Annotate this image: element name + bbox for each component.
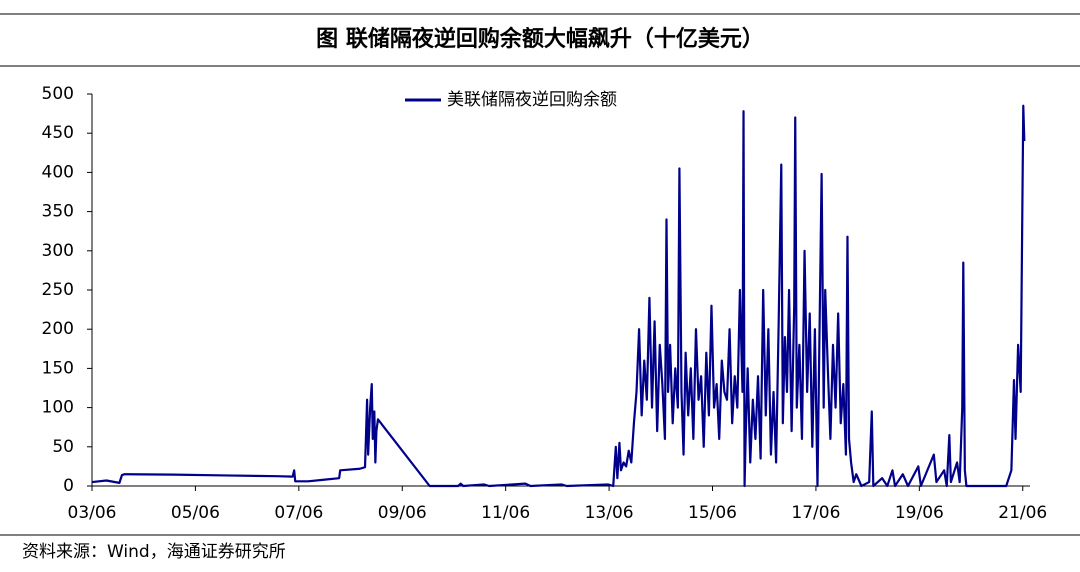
y-tick-label: 200 [42,319,74,339]
y-tick-label: 450 [42,123,74,143]
source-note: 资料来源：Wind，海通证券研究所 [22,542,286,562]
y-tick-label: 100 [42,398,74,418]
y-tick-label: 400 [42,162,74,182]
legend-label: 美联储隔夜逆回购余额 [447,90,617,110]
x-tick-label: 21/06 [998,503,1047,523]
x-tick-label: 19/06 [895,503,944,523]
chart-title: 图 联储隔夜逆回购余额大幅飙升（十亿美元） [316,26,764,52]
y-tick-label: 500 [42,84,74,104]
x-tick-label: 03/06 [68,503,117,523]
y-tick-label: 300 [42,241,74,261]
y-tick-label: 150 [42,358,74,378]
y-tick-label: 250 [42,280,74,300]
y-tick-label: 50 [52,437,74,457]
x-tick-label: 07/06 [274,503,323,523]
data-line [91,104,1026,488]
x-tick-label: 05/06 [171,503,220,523]
x-tick-label: 11/06 [481,503,530,523]
x-tick-label: 15/06 [688,503,737,523]
x-tick-label: 09/06 [378,503,427,523]
y-tick-label: 0 [63,476,74,496]
x-tick-label: 13/06 [585,503,634,523]
x-tick-label: 17/06 [791,503,840,523]
y-tick-label: 350 [42,202,74,222]
